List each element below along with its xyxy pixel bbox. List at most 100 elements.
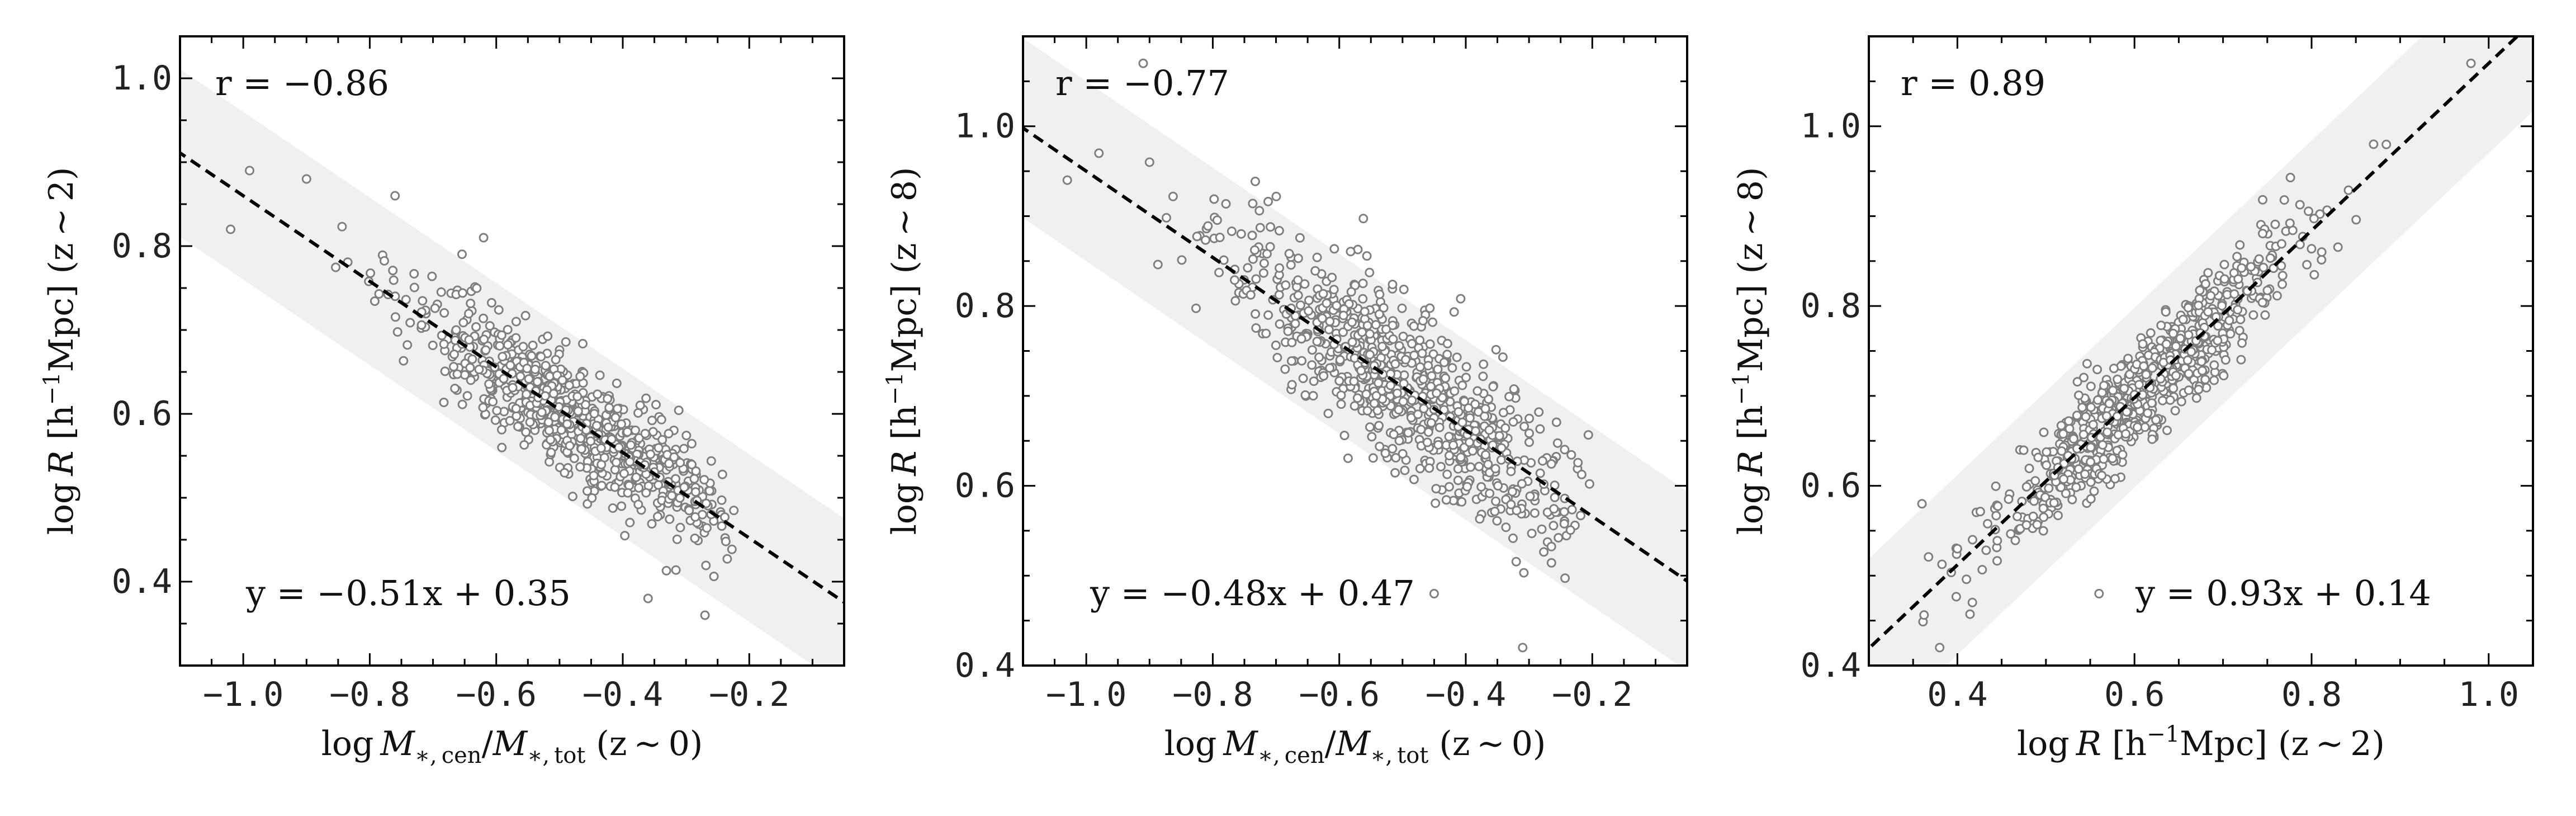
- data-point: [1584, 479, 1594, 489]
- data-point: [722, 554, 732, 564]
- data-point: [721, 536, 731, 546]
- data-point: [647, 519, 657, 529]
- data-point: [2351, 215, 2361, 225]
- data-point: [1374, 309, 1384, 319]
- data-point: [2219, 274, 2229, 284]
- data-point: [1275, 263, 1285, 273]
- data-point: [1191, 303, 1201, 313]
- data-point: [1480, 411, 1490, 421]
- data-point: [560, 468, 570, 478]
- data-point: [1365, 422, 1375, 432]
- data-point: [409, 282, 419, 293]
- y-tick-label: 1.0: [955, 107, 1015, 146]
- data-point: [2161, 307, 2171, 317]
- data-point: [1394, 436, 1404, 446]
- data-point: [587, 493, 597, 503]
- data-point: [2078, 430, 2089, 440]
- data-point: [1369, 398, 1379, 408]
- data-point: [388, 266, 398, 276]
- data-point: [583, 486, 592, 496]
- data-point: [1461, 362, 1471, 372]
- data-point: [536, 352, 546, 362]
- data-point: [1375, 441, 1385, 451]
- data-point: [2309, 270, 2319, 280]
- data-point: [2191, 393, 2201, 403]
- data-point: [2147, 434, 2157, 444]
- data-point: [1307, 360, 1317, 370]
- data-point: [1467, 446, 1478, 456]
- data-point: [1407, 395, 1417, 405]
- data-point: [1236, 229, 1246, 239]
- data-point: [2108, 385, 2118, 395]
- data-point: [537, 407, 547, 417]
- data-point: [1457, 417, 1467, 427]
- data-point: [1552, 438, 1562, 448]
- data-point: [1464, 403, 1474, 413]
- data-point: [418, 296, 428, 306]
- data-point: [578, 339, 588, 348]
- data-point: [622, 427, 632, 437]
- data-point: [1304, 295, 1314, 305]
- data-point: [503, 340, 513, 350]
- data-point: [399, 356, 409, 366]
- data-point: [1332, 300, 1342, 310]
- fit-equation-label: y = −0.48x + 0.47: [1090, 573, 1415, 614]
- data-point: [2119, 384, 2129, 394]
- data-point: [1478, 371, 1488, 381]
- data-point: [1484, 425, 1494, 435]
- correlation-label: r = 0.89: [1901, 63, 2045, 103]
- data-point: [1365, 267, 1375, 277]
- data-point: [532, 377, 542, 386]
- data-point: [1481, 450, 1490, 460]
- data-point: [430, 303, 440, 313]
- data-point: [2110, 474, 2120, 484]
- data-point: [681, 431, 692, 441]
- y-tick-label: 0.8: [112, 227, 172, 266]
- data-point: [1434, 422, 1445, 432]
- data-point: [717, 495, 727, 505]
- data-point: [2237, 338, 2247, 348]
- data-point: [2229, 289, 2239, 299]
- data-point: [505, 416, 515, 426]
- data-point: [1398, 449, 1408, 459]
- data-point: [2112, 411, 2122, 421]
- data-point: [2068, 434, 2078, 444]
- data-point: [2369, 139, 2379, 149]
- data-point: [528, 341, 538, 350]
- data-point: [2206, 291, 2216, 301]
- data-point: [1293, 253, 1303, 263]
- data-point: [1209, 194, 1219, 204]
- data-point: [1343, 453, 1353, 463]
- data-point: [1391, 453, 1401, 463]
- data-point: [2074, 390, 2083, 400]
- data-point: [556, 425, 566, 435]
- data-point: [479, 334, 489, 345]
- data-point: [1534, 407, 1544, 417]
- data-point: [564, 380, 574, 390]
- data-point: [464, 309, 473, 319]
- data-point: [2039, 512, 2049, 522]
- data-point: [1295, 300, 1305, 310]
- data-point: [1506, 499, 1516, 510]
- data-point: [2067, 494, 2077, 504]
- data-point: [2168, 328, 2178, 338]
- data-point: [1444, 432, 1454, 442]
- data-point: [366, 268, 376, 278]
- data-point: [1284, 249, 1294, 258]
- data-point: [1433, 440, 1443, 450]
- data-point: [1274, 226, 1284, 235]
- y-tick-label: 0.6: [955, 466, 1015, 506]
- data-point: [1219, 255, 1229, 265]
- data-point: [1346, 247, 1356, 257]
- data-point: [2234, 326, 2244, 336]
- data-point: [505, 360, 515, 370]
- data-point: [474, 365, 484, 375]
- data-point: [561, 337, 571, 347]
- data-point: [2158, 395, 2167, 405]
- data-point: [1466, 462, 1476, 472]
- data-point: [2224, 315, 2234, 326]
- data-point: [2099, 380, 2109, 390]
- data-point: [1419, 404, 1429, 413]
- data-point: [1293, 275, 1303, 285]
- data-point: [1371, 391, 1381, 401]
